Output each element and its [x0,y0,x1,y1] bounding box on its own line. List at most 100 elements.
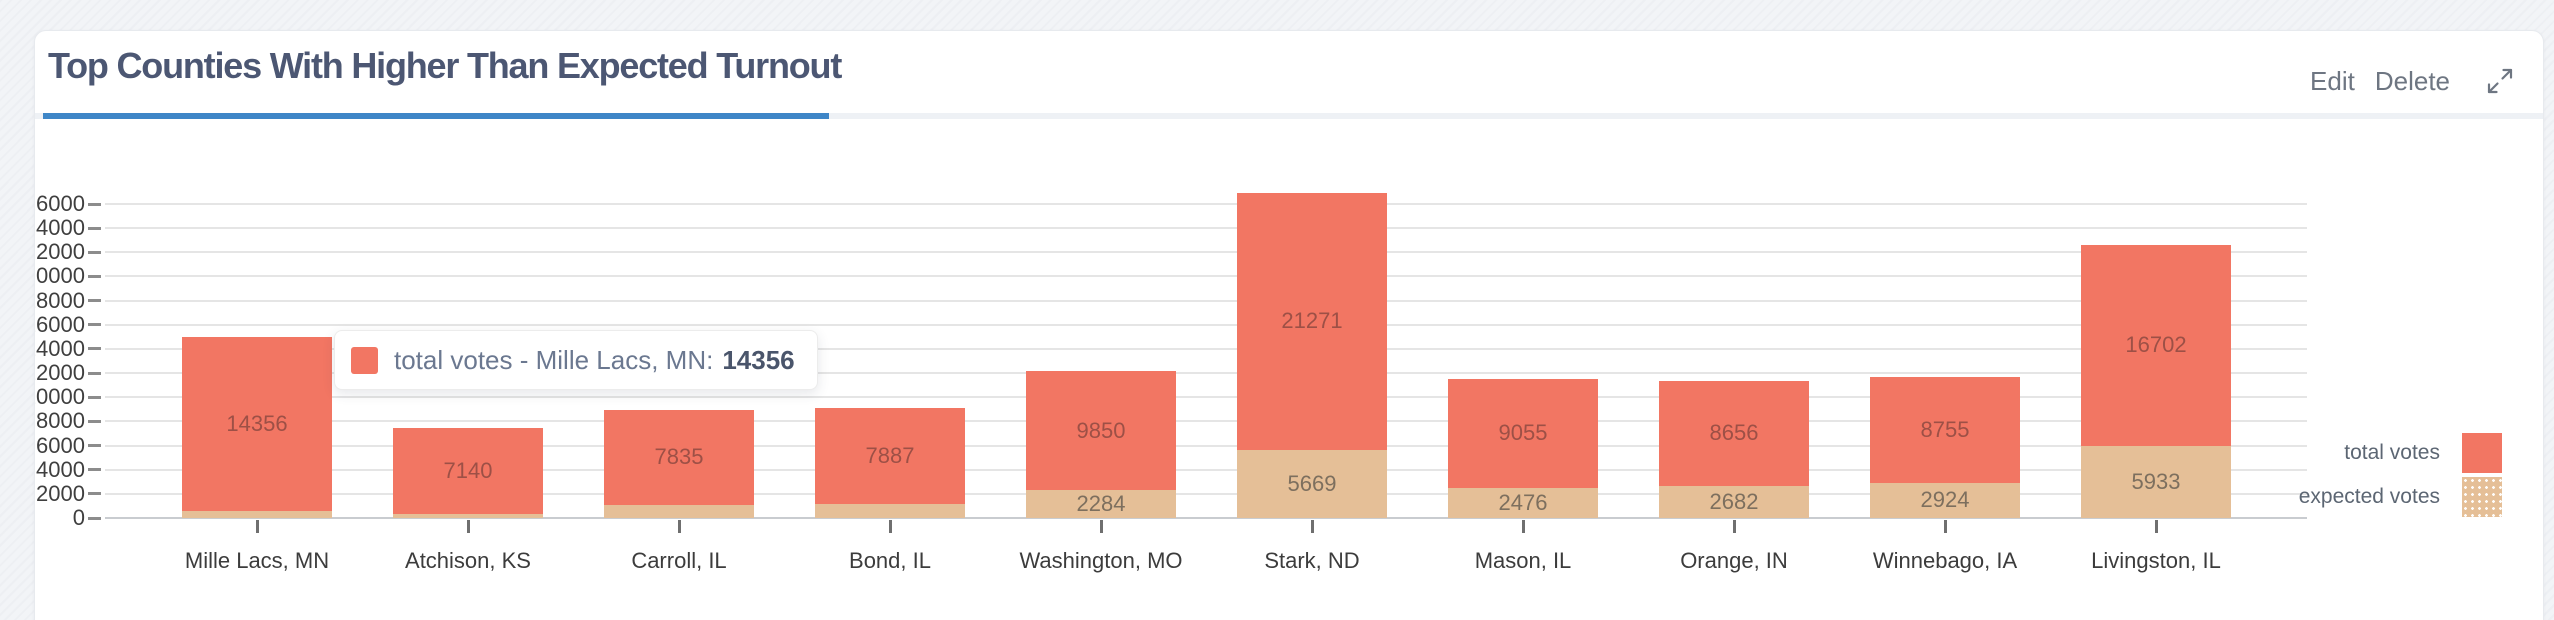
bar-segment-expected-votes[interactable] [815,503,965,518]
y-axis-tick-label: 22000 [35,239,85,265]
card-title: Top Counties With Higher Than Expected T… [48,45,842,86]
bar-value-label: 7887 [865,442,915,468]
header-divider [35,113,2543,119]
x-axis-label: Atchison, KS [405,548,531,573]
bar-segment-expected-votes[interactable] [1448,488,1598,518]
bar-value-label: 14356 [226,411,288,437]
x-axis-label: Mason, IL [1474,548,1572,573]
x-axis-tick [1732,520,1736,533]
delete-button[interactable]: Delete [2374,65,2450,96]
y-axis-tick [88,274,101,278]
bar-value-label: 2284 [1076,491,1126,517]
gridline [105,492,2307,495]
bar-segment-expected-votes[interactable] [1237,449,1387,518]
y-axis-tick-label: 10000 [35,384,85,410]
x-axis-line [105,517,2307,519]
bar-value-label: 2924 [1920,487,1970,513]
bar-value-label: 2476 [1498,490,1548,516]
bar-segment-expected-votes[interactable] [1026,490,1176,518]
x-axis-label: Stark, ND [1264,548,1360,573]
bar-segment-total-votes[interactable] [1026,371,1176,491]
x-axis-label: Livingston, IL [2091,548,2221,573]
y-axis-tick-label: 8000 [36,408,85,434]
bar-value-label: 9850 [1076,417,1126,443]
bar-segment-total-votes[interactable] [815,408,965,504]
chart-legend: total votes expected votes [2299,433,2502,517]
y-axis-tick-label: 2000 [36,480,85,506]
expand-icon [2487,68,2513,94]
expand-button[interactable] [2484,65,2516,97]
y-axis-tick [88,516,101,520]
bar-segment-expected-votes[interactable] [393,514,543,518]
gridline [105,323,2307,326]
x-axis-tick [255,520,259,533]
gridline [105,347,2307,350]
x-axis-tick [888,520,892,533]
tooltip-label: total votes - Mille Lacs, MN: [394,344,714,375]
gridline [105,396,2307,399]
bar-segment-expected-votes[interactable] [604,504,754,518]
gridline [105,372,2307,375]
bar-segment-total-votes[interactable] [182,337,332,511]
y-axis-tick [88,395,101,399]
gridline [105,444,2307,447]
bar-segment-expected-votes[interactable] [182,510,332,518]
bar-segment-total-votes[interactable] [1237,192,1387,450]
bar-segment-total-votes[interactable] [393,428,543,515]
x-axis-tick [1310,520,1314,533]
dashboard-card: Top Counties With Higher Than Expected T… [34,30,2544,620]
bar-value-label: 21271 [1281,308,1343,334]
y-axis-tick [88,468,101,472]
gridline [105,251,2307,254]
y-axis-tick-label: 6000 [36,432,85,458]
legend-label: total votes [2344,441,2440,464]
x-axis-tick [466,520,470,533]
y-axis-tick [88,371,101,375]
y-axis-tick-label: 12000 [35,360,85,386]
gridline [105,468,2307,471]
bar-value-label: 5933 [2131,469,2181,495]
x-axis-label: Carroll, IL [631,548,727,573]
bar-segment-expected-votes[interactable] [1870,482,2020,518]
card-header: Top Counties With Higher Than Expected T… [35,31,2543,119]
bar-value-label: 16702 [2125,332,2187,358]
bar-segment-total-votes[interactable] [604,410,754,505]
gridline [105,275,2307,278]
legend-swatch-expected-votes [2462,477,2502,517]
y-axis-tick [88,226,101,230]
legend-swatch-total-votes [2462,433,2502,473]
gridline [105,299,2307,302]
bar-segment-expected-votes[interactable] [1659,485,1809,518]
title-accent-underline [43,113,829,119]
legend-item-total-votes[interactable]: total votes [2299,433,2502,473]
gridline [105,203,2307,205]
bar-segment-total-votes[interactable] [1870,376,2020,483]
y-axis-tick [88,323,101,327]
y-axis-tick-label: 18000 [35,287,85,313]
bar-segment-expected-votes[interactable] [2081,446,2231,518]
y-axis-tick-label: 14000 [35,335,85,361]
bar-value-label: 2682 [1709,488,1759,514]
y-axis-tick-label: 26000 [35,191,85,216]
edit-button[interactable]: Edit [2310,65,2355,96]
legend-label: expected votes [2298,485,2440,508]
y-axis-tick-label: 20000 [35,263,85,289]
x-axis-label: Bond, IL [849,548,931,573]
x-axis-tick [1099,520,1103,533]
card-actions: Edit Delete [2310,65,2516,97]
legend-item-expected-votes[interactable]: expected votes [2299,477,2502,517]
y-axis-tick-label: 4000 [36,456,85,482]
x-axis-tick [677,520,681,533]
bar-segment-total-votes[interactable] [2081,244,2231,447]
bar-segment-total-votes[interactable] [1448,378,1598,489]
x-axis-tick [1521,520,1525,533]
gridline [105,420,2307,423]
y-axis-tick [88,444,101,448]
y-axis-tick-label: 0 [72,505,85,530]
tooltip-series-swatch [351,346,378,374]
bar-segment-total-votes[interactable] [1659,381,1809,486]
chart-tooltip: total votes - Mille Lacs, MN: 14356 [334,330,818,390]
x-axis-label: Orange, IN [1680,548,1788,573]
x-axis-label: Mille Lacs, MN [184,548,330,573]
y-axis-tick-label: 16000 [35,311,85,337]
